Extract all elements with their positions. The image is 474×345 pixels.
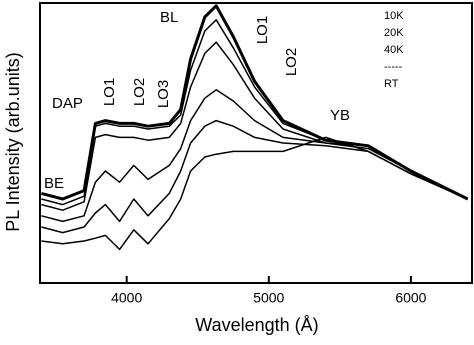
series-line: [41, 136, 469, 251]
series-line: [41, 41, 469, 211]
annotation: LO2: [131, 78, 148, 106]
x-axis-label: Wavelength (Å): [195, 315, 318, 335]
legend-entry: 40K: [384, 44, 404, 56]
series-line: [41, 119, 469, 234]
legend-entry: 20K: [384, 27, 404, 39]
annotation: DAP: [52, 95, 83, 112]
y-axis-label: PL Intensity (arb.units): [3, 52, 23, 231]
series-line: [41, 19, 469, 206]
series-line: [41, 89, 469, 223]
legend-ellipsis: -----: [384, 61, 403, 73]
legend-entry: 10K: [384, 10, 404, 22]
legend-entry: RT: [384, 78, 399, 90]
annotation: YB: [330, 107, 350, 124]
annotation: LO1: [101, 78, 118, 106]
annotation: LO3: [155, 80, 172, 108]
plot-frame: [39, 2, 473, 284]
annotation: LO2: [283, 48, 300, 76]
x-tick-label: 4000: [111, 290, 142, 306]
annotation: BE: [44, 175, 64, 192]
annotation: LO1: [254, 16, 271, 44]
annotation: BL: [160, 9, 178, 26]
x-tick-label: 6000: [395, 290, 426, 306]
x-tick-label: 5000: [253, 290, 284, 306]
